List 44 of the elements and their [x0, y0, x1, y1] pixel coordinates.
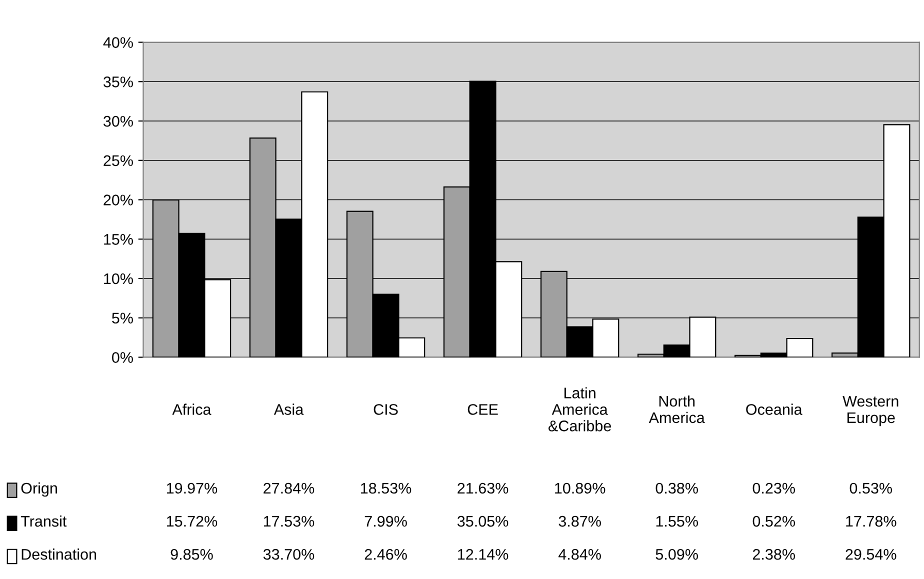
x-tick-label: Latin America &Caribbe [548, 387, 611, 432]
data-label: 15.72% [166, 516, 218, 527]
data-label: 2.38% [752, 548, 795, 560]
x-tick-label: CIS [374, 404, 398, 415]
x-tick-label: Western Europe [842, 396, 898, 426]
x-tick-label: Asia [274, 404, 304, 415]
y-tick-label: 40% [103, 37, 133, 48]
x-tick-label: Oceania [746, 404, 802, 415]
data-label: 9.85% [170, 548, 213, 560]
y-tick-label: 30% [104, 116, 133, 127]
data-label: 29.54% [846, 548, 896, 560]
data-label: 5.09% [656, 548, 698, 560]
data-label: 35.05% [457, 516, 508, 527]
data-label: 17.53% [264, 516, 314, 527]
data-label: 10.89% [555, 482, 606, 494]
data-label: 4.84% [558, 548, 601, 560]
y-tick-label: 20% [104, 194, 133, 206]
y-tick-label: 25% [104, 155, 133, 166]
legend-label: Orign [21, 482, 57, 497]
x-tick-label: Africa [172, 404, 212, 415]
data-label: 1.55% [656, 516, 698, 527]
data-label: 21.63% [458, 482, 508, 494]
y-tick-label: 15% [104, 234, 133, 245]
data-label: 3.87% [558, 516, 601, 527]
data-label: 19.97% [166, 482, 218, 494]
legend-label: Destination [22, 548, 96, 560]
data-label: 0.53% [850, 482, 892, 494]
x-tick-label: CEE [468, 404, 498, 415]
data-label: 18.53% [361, 482, 412, 494]
data-label: 33.70% [263, 548, 314, 560]
y-tick-label: 0% [112, 352, 133, 363]
legend-label: Transit [20, 515, 67, 527]
x-tick-label: North America [648, 395, 705, 424]
y-tick-label: 5% [112, 312, 133, 324]
data-label: 27.84% [264, 482, 314, 494]
y-tick-label: 35% [104, 76, 133, 88]
data-label: 0.38% [656, 482, 698, 494]
data-label: 0.23% [752, 482, 795, 494]
data-label: 0.52% [752, 516, 795, 527]
data-label: 2.46% [364, 548, 407, 560]
data-label: 7.99% [364, 516, 407, 527]
data-label: 17.78% [846, 516, 896, 527]
y-tick-label: 10% [104, 273, 133, 284]
data-label: 12.14% [458, 548, 508, 560]
